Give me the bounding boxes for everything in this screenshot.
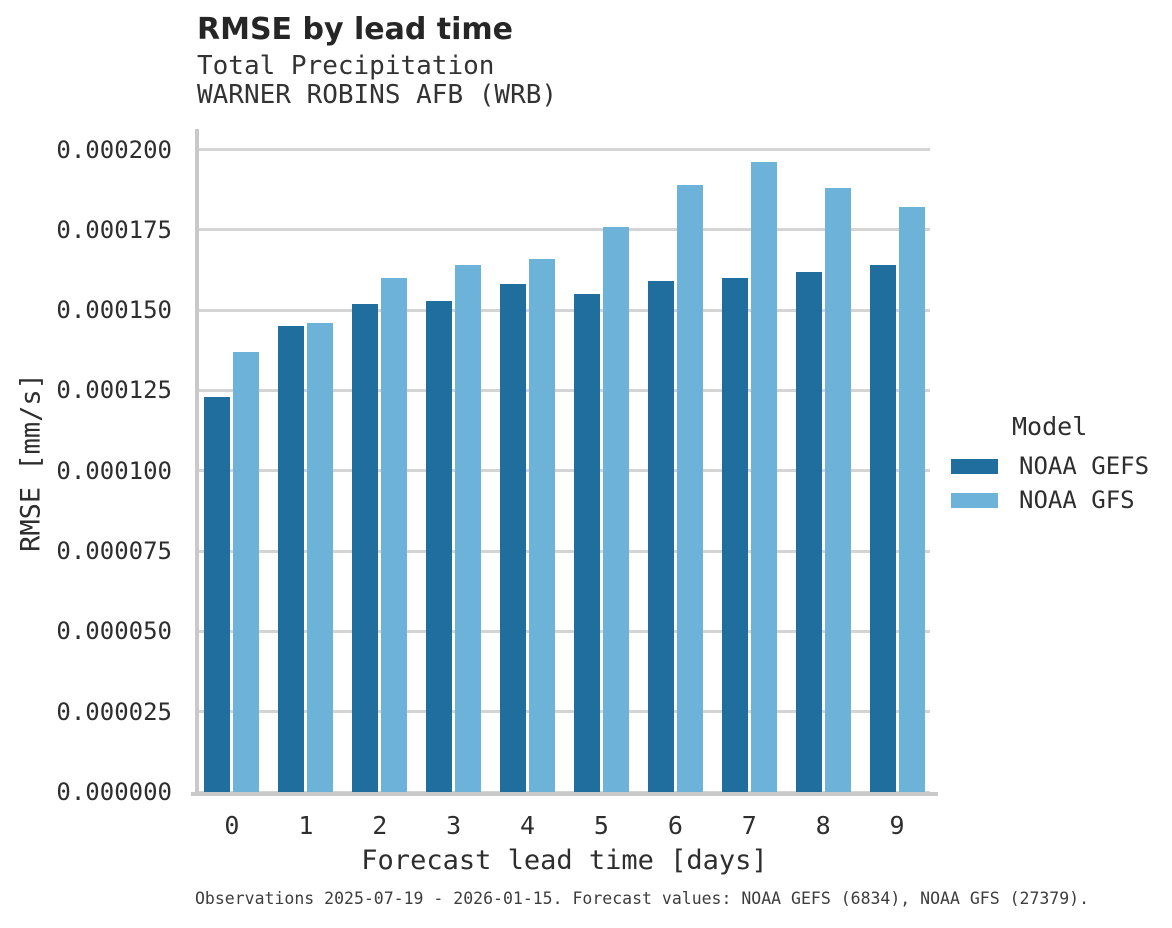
bar-noaa-gfs-lead-3 bbox=[455, 265, 482, 792]
y-tick-label: 0.000000 bbox=[56, 778, 172, 806]
gridline bbox=[199, 710, 930, 714]
gridline bbox=[199, 308, 930, 312]
x-tick-label: 6 bbox=[667, 811, 683, 840]
y-tick-label: 0.000200 bbox=[56, 135, 172, 164]
bar-noaa-gefs-lead-1 bbox=[278, 326, 305, 792]
bar-noaa-gfs-lead-9 bbox=[898, 207, 925, 792]
y-tick-label: 0.000175 bbox=[56, 215, 172, 244]
x-tick-label: 0 bbox=[224, 811, 240, 840]
bar-noaa-gefs-lead-8 bbox=[795, 271, 822, 792]
gridline bbox=[199, 629, 930, 633]
x-tick-label: 8 bbox=[815, 811, 831, 840]
legend-swatch-noaa-gefs bbox=[951, 458, 998, 474]
title-block: RMSE by lead time Total Precipitation WA… bbox=[197, 13, 557, 110]
gridline bbox=[199, 228, 930, 232]
caption: Observations 2025-07-19 - 2026-01-15. Fo… bbox=[195, 889, 1090, 908]
legend-label-noaa-gefs: NOAA GEFS bbox=[1019, 452, 1150, 480]
bar-noaa-gfs-lead-2 bbox=[381, 278, 408, 792]
bar-noaa-gfs-lead-7 bbox=[750, 162, 777, 792]
legend-title: Model bbox=[1012, 412, 1088, 441]
y-tick-label: 0.000150 bbox=[56, 296, 172, 325]
bar-noaa-gefs-lead-2 bbox=[352, 303, 379, 792]
y-tick-label: 0.000025 bbox=[56, 697, 172, 726]
plot-area bbox=[191, 129, 938, 796]
chart-subtitle-variable: Total Precipitation bbox=[197, 51, 495, 81]
bar-noaa-gfs-lead-6 bbox=[676, 184, 703, 792]
gridline bbox=[199, 388, 930, 392]
y-tick-label: 0.000050 bbox=[56, 617, 172, 646]
x-tick-label: 4 bbox=[520, 811, 536, 840]
chart-subtitle-station: WARNER ROBINS AFB (WRB) bbox=[197, 80, 558, 110]
x-axis-spine bbox=[191, 792, 938, 796]
x-tick-label: 9 bbox=[889, 811, 905, 840]
bar-noaa-gfs-lead-8 bbox=[824, 188, 851, 792]
x-tick-label: 2 bbox=[372, 811, 388, 840]
bar-noaa-gefs-lead-6 bbox=[647, 281, 674, 792]
gridline bbox=[199, 148, 930, 152]
y-axis-spine bbox=[195, 129, 199, 796]
legend: Model NOAA GEFS NOAA GFS bbox=[951, 412, 1149, 520]
legend-label-noaa-gfs: NOAA GFS bbox=[1019, 486, 1135, 514]
x-axis-label: Forecast lead time [days] bbox=[361, 845, 768, 876]
x-tick-label: 1 bbox=[298, 811, 314, 840]
y-tick-label: 0.000075 bbox=[56, 537, 172, 566]
gridline bbox=[199, 549, 930, 553]
bar-noaa-gfs-lead-0 bbox=[233, 351, 260, 792]
bar-noaa-gefs-lead-4 bbox=[500, 284, 527, 792]
bar-noaa-gfs-lead-1 bbox=[307, 323, 334, 792]
bar-noaa-gefs-lead-7 bbox=[721, 278, 748, 792]
bar-noaa-gefs-lead-9 bbox=[869, 265, 896, 792]
legend-item-noaa-gfs: NOAA GFS bbox=[951, 486, 1149, 514]
legend-item-noaa-gefs: NOAA GEFS bbox=[951, 452, 1149, 480]
bar-noaa-gefs-lead-0 bbox=[204, 396, 231, 792]
x-tick-label: 3 bbox=[446, 811, 462, 840]
bar-noaa-gfs-lead-4 bbox=[529, 258, 556, 792]
y-tick-label: 0.000125 bbox=[56, 376, 172, 405]
y-tick-label: 0.000100 bbox=[56, 456, 172, 485]
bar-noaa-gefs-lead-3 bbox=[426, 300, 453, 792]
chart-title: RMSE by lead time bbox=[197, 12, 513, 47]
legend-swatch-noaa-gfs bbox=[951, 492, 998, 508]
bar-noaa-gefs-lead-5 bbox=[573, 294, 600, 792]
gridline bbox=[199, 469, 930, 473]
x-tick-label: 7 bbox=[741, 811, 757, 840]
x-tick-label: 5 bbox=[593, 811, 609, 840]
bar-noaa-gfs-lead-5 bbox=[602, 226, 629, 792]
